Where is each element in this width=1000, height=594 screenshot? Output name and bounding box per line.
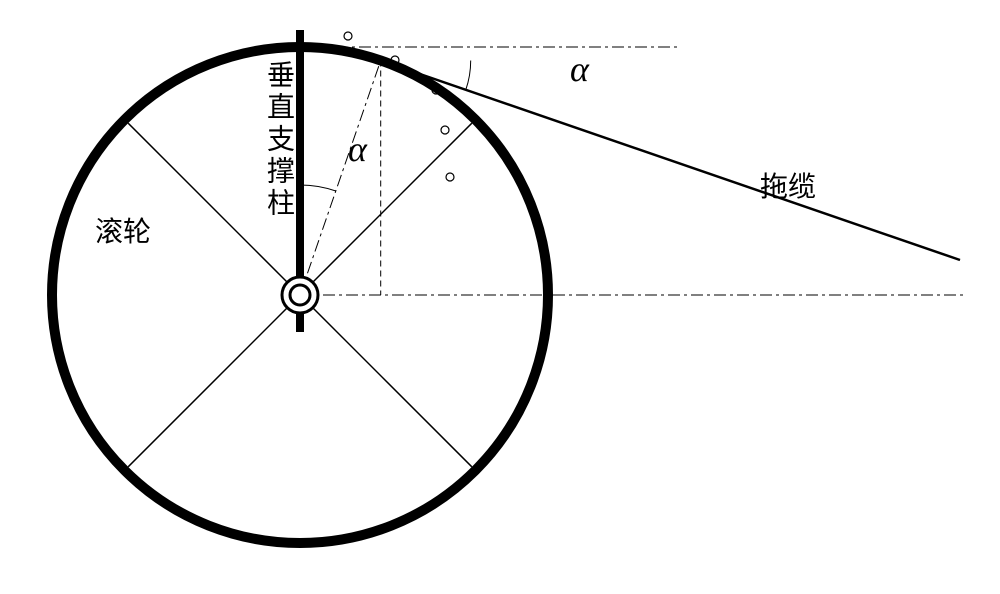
wheel-spoke	[128, 295, 300, 467]
alpha-inner-label: α	[348, 128, 367, 170]
alpha-top-label: α	[570, 48, 589, 90]
angle-arc-inner	[300, 185, 336, 191]
rim-marker	[446, 173, 454, 181]
column-label: 垂直支撑柱	[258, 60, 298, 220]
wheel-label: 滚轮	[95, 210, 151, 250]
cable-label: 拖缆	[760, 165, 816, 205]
cable-line	[381, 61, 960, 261]
rim-marker	[344, 32, 352, 40]
wheel-hub-inner	[290, 285, 310, 305]
wheel-spoke	[300, 123, 472, 295]
guide-radius	[300, 61, 381, 296]
rim-marker	[441, 126, 449, 134]
angle-arc-top	[466, 61, 471, 90]
wheel-spoke	[300, 295, 472, 467]
